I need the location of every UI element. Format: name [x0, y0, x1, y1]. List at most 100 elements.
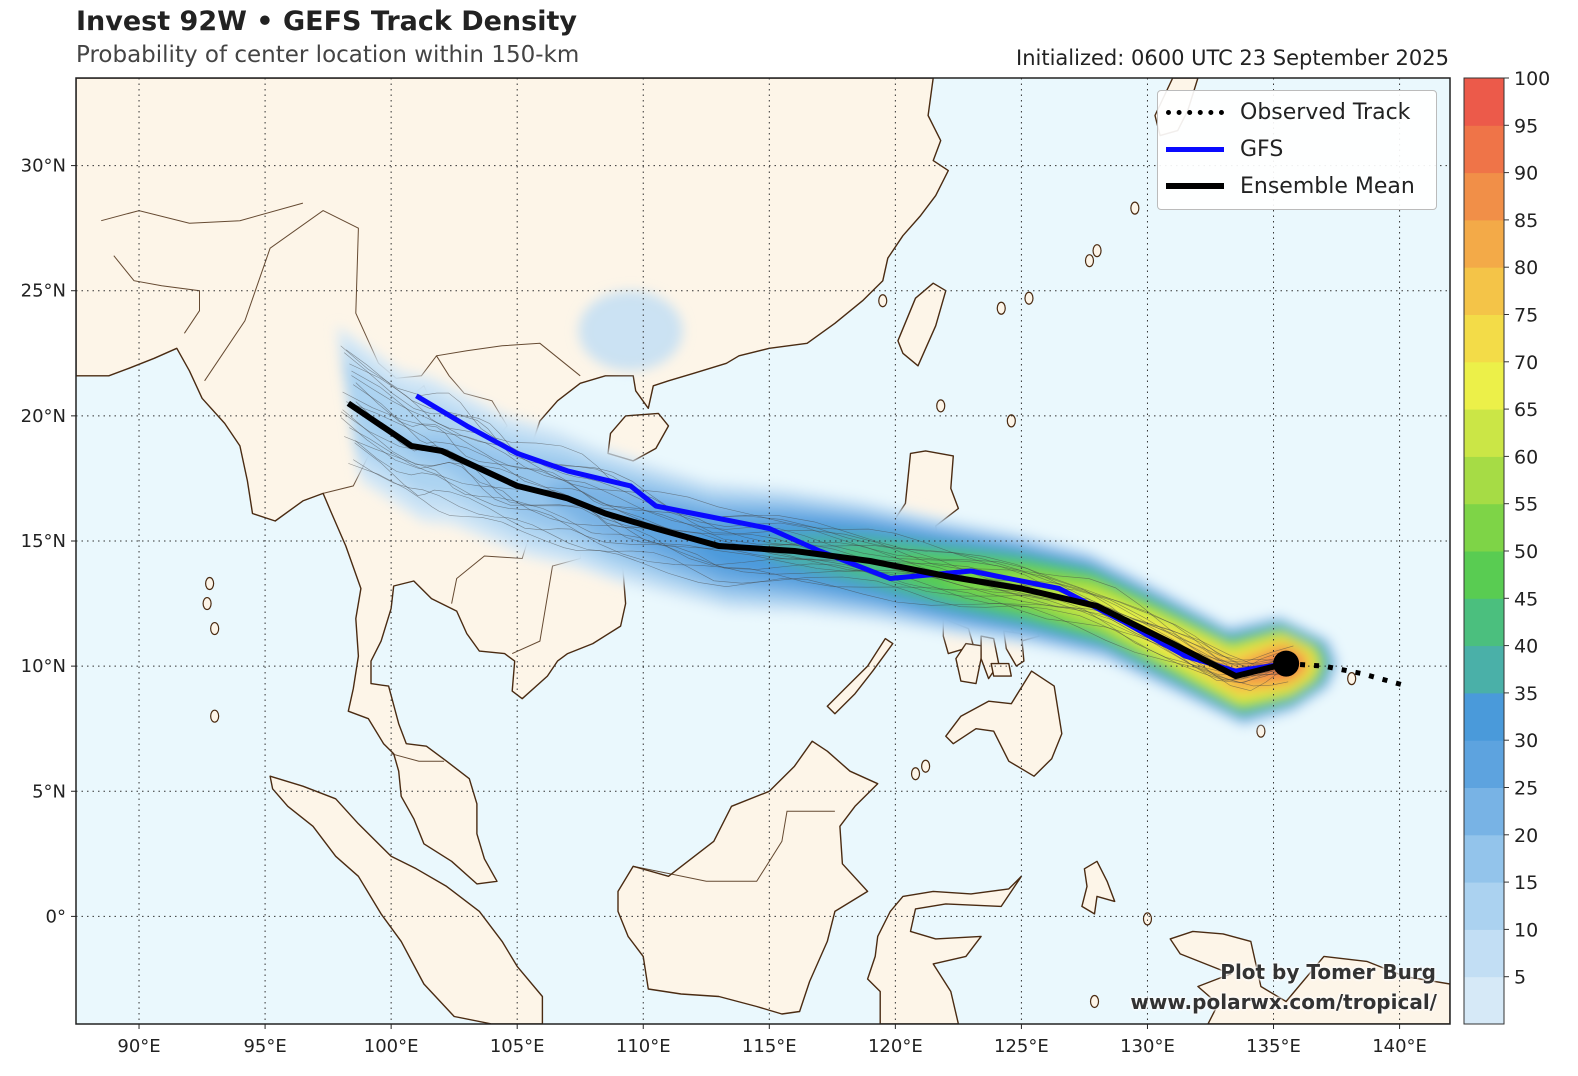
- legend-label-gfs: GFS: [1240, 136, 1284, 162]
- colorbar-segment: [1464, 929, 1504, 978]
- member-track: [344, 436, 1292, 675]
- country-border: [633, 810, 835, 882]
- member-track: [349, 363, 1288, 666]
- country-border: [101, 202, 304, 224]
- lon-tick-label: 125°E: [994, 1036, 1049, 1057]
- legend-swatch-gfs: [1166, 146, 1224, 152]
- land-polygon: [866, 875, 1023, 1024]
- member-track: [353, 459, 1280, 681]
- lat-tick-label: 5°N: [32, 781, 66, 802]
- small-island: [1256, 724, 1266, 738]
- small-island: [1089, 994, 1100, 1009]
- colorbar-tick-label: 55: [1514, 494, 1538, 516]
- legend-item-gfs: GFS: [1166, 134, 1283, 164]
- gfs-track-line: [415, 393, 1287, 674]
- credit-url: www.polarwx.com/tropical/: [1130, 990, 1437, 1014]
- lon-tick-label: 135°E: [1246, 1036, 1301, 1057]
- small-island: [1024, 291, 1034, 305]
- colorbar-tick-label: 80: [1514, 257, 1538, 279]
- land-polygon: [826, 637, 894, 715]
- small-island: [1130, 201, 1140, 215]
- colorbar-segment: [1464, 125, 1504, 174]
- colorbar-segment: [1464, 456, 1504, 505]
- colorbar-segment: [1464, 267, 1504, 315]
- colorbar-tick-label: 30: [1514, 730, 1538, 752]
- colorbar-segment: [1464, 503, 1504, 552]
- colorbar-tick-label: 40: [1514, 636, 1538, 658]
- colorbar-tick-label: 90: [1514, 163, 1538, 185]
- member-track: [351, 375, 1282, 661]
- land-polygon: [617, 740, 879, 1015]
- colorbar-segment: [1464, 692, 1504, 741]
- lat-tick-label: 30°N: [21, 156, 66, 177]
- colorbar-tick-label: 50: [1514, 541, 1538, 563]
- lon-tick-label: 115°E: [742, 1036, 797, 1057]
- small-island: [1084, 254, 1095, 268]
- colorbar-segment: [1464, 78, 1504, 126]
- colorbar-tick-label: 60: [1514, 446, 1538, 468]
- longitude-tick-labels: 90°E 95°E 100°E 105°E 110°E 115°E 120°E 125°E 13…: [117, 1024, 1427, 1057]
- colorbar-tick-label: 5: [1514, 967, 1526, 989]
- small-island: [210, 621, 220, 636]
- small-island: [1347, 672, 1357, 686]
- legend-swatch-ensemble-mean: [1166, 183, 1224, 189]
- colorbar-tick-label: 70: [1514, 352, 1538, 374]
- colorbar-segment: [1464, 787, 1504, 836]
- colorbar-tick-label: 35: [1514, 683, 1538, 705]
- small-island: [878, 294, 888, 308]
- member-track: [340, 345, 1294, 663]
- colorbar-segment: [1464, 361, 1504, 410]
- colorbar-segment: [1464, 314, 1504, 363]
- legend-label-observed: Observed Track: [1240, 99, 1411, 125]
- small-island: [910, 767, 921, 781]
- colorbar-segment: [1464, 882, 1504, 930]
- lat-tick-label: 15°N: [21, 531, 66, 552]
- colorbar-tick-label: 75: [1514, 305, 1538, 327]
- init-time-label: Initialized: 0600 UTC 23 September 2025: [1016, 46, 1449, 70]
- lon-tick-label: 95°E: [243, 1036, 286, 1057]
- colorbar-segment: [1464, 409, 1504, 457]
- colorbar-segment: [1464, 219, 1504, 268]
- lat-tick-label: 10°N: [21, 656, 66, 677]
- colorbar-tick-label: 15: [1514, 872, 1538, 894]
- colorbar-tick-label: 100: [1514, 68, 1550, 90]
- lon-tick-label: 130°E: [1120, 1036, 1175, 1057]
- legend: Observed Track GFS Ensemble Mean: [1157, 90, 1437, 210]
- small-island: [921, 759, 931, 773]
- country-border: [390, 753, 445, 762]
- small-island: [205, 576, 215, 591]
- small-island: [996, 301, 1006, 315]
- small-island: [1092, 244, 1102, 258]
- colorbar-segment: [1464, 740, 1504, 788]
- colorbar-tick-label: 65: [1514, 399, 1538, 421]
- observed-track-line: [1285, 661, 1408, 689]
- land-polygon: [897, 282, 947, 367]
- colorbar-tick-label: 95: [1514, 115, 1538, 137]
- lon-tick-label: 100°E: [364, 1036, 419, 1057]
- colorbar-segment: [1464, 645, 1504, 694]
- chart-title: Invest 92W • GEFS Track Density: [76, 6, 577, 37]
- colorbar-segment: [1464, 598, 1504, 647]
- small-island: [210, 709, 220, 723]
- colorbar-segment: [1464, 551, 1504, 599]
- small-island: [936, 399, 946, 413]
- legend-label-ensemble-mean: Ensemble Mean: [1240, 173, 1415, 199]
- chart-subtitle: Probability of center location within 15…: [76, 42, 580, 68]
- member-track: [355, 382, 1279, 670]
- legend-item-observed: Observed Track: [1166, 97, 1410, 127]
- member-track: [349, 427, 1284, 676]
- lat-tick-label: 0°: [46, 906, 66, 927]
- lon-tick-label: 105°E: [490, 1036, 545, 1057]
- land-polygon: [945, 670, 1063, 777]
- small-island: [1006, 414, 1016, 428]
- ensemble-mean-track-line: [346, 400, 1287, 680]
- colorbar-tick-label: 85: [1514, 210, 1538, 232]
- colorbar-segment: [1464, 172, 1504, 221]
- credit-author: Plot by Tomer Burg: [1220, 960, 1436, 984]
- colorbar-tick-label: 10: [1514, 919, 1538, 941]
- legend-item-ensemble-mean: Ensemble Mean: [1166, 171, 1415, 201]
- density-blob: [578, 290, 683, 371]
- land-polygon: [269, 775, 544, 1024]
- land-polygon: [1081, 860, 1116, 915]
